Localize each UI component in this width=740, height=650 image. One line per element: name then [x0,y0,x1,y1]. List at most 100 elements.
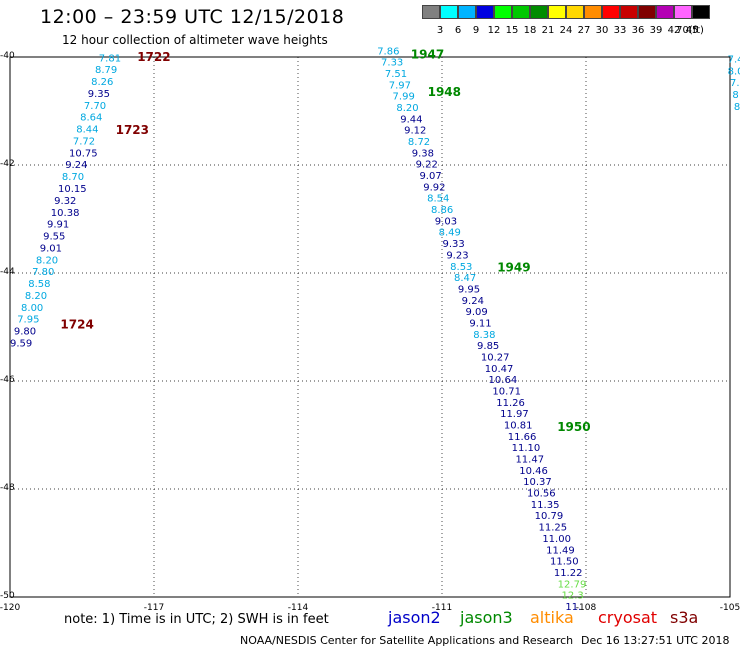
wave-height-value: 11.10 [512,443,541,454]
wave-height-value: 9.85 [477,341,499,352]
legend-label: 3 [436,25,444,36]
wave-height-value: 11.26 [496,398,525,409]
wave-height-value: 7.81 [99,53,121,64]
legend-label: 45 [685,25,699,36]
wave-height-value: 9.55 [43,232,65,243]
wave-height-value: 7.72 [73,136,95,147]
legend-label: 33 [613,25,627,36]
generated-timestamp: Dec 16 13:27:51 UTC 2018 [581,634,730,647]
legend-swatch [656,5,674,19]
longitude-tick-label: -117 [143,603,165,613]
legend-label: 24 [559,25,573,36]
pass-time-label: 1949 [497,261,530,275]
wave-height-value: 8.54 [427,194,449,205]
latitude-tick-label: -46 [0,375,15,385]
wave-height-value: 8.20 [396,103,418,114]
wave-height-value: 7.70 [84,101,106,112]
wave-height-value: 8.20 [36,255,58,266]
legend-swatch [512,5,530,19]
longitude-tick-label: -108 [575,603,597,613]
wave-height-value: 8.79 [95,65,117,76]
satellite-label-altika: altika [530,608,574,627]
legend-swatch [692,5,710,19]
wave-height-value: 8.38 [473,330,495,341]
latitude-tick-label: -48 [0,483,15,493]
satellite-label-cryosat: cryosat [598,608,658,627]
wave-height-value: 7. [730,78,740,89]
wave-height-value: 9.80 [14,327,36,338]
wave-height-value: 10.71 [492,387,521,398]
wave-height-value: 9.03 [435,216,457,227]
wave-height-value: 10.15 [58,184,87,195]
legend-swatch [440,5,458,19]
pass-time-label: 1950 [557,420,590,434]
wave-height-value: 7.86 [377,46,399,57]
legend-label: 30 [595,25,609,36]
legend-swatch [548,5,566,19]
wave-height-value: 7.51 [385,69,407,80]
legend-swatch [638,5,656,19]
latitude-tick-label: -50 [0,591,15,601]
wave-height-value: 10.75 [69,148,98,159]
wave-height-legend: 3 6 9 12 15 18 21 24 27 30 33 36 39 42 45 70(ft) [422,5,740,39]
legend-swatch [422,5,440,19]
legend-swatch [476,5,494,19]
wave-height-value: 9.35 [88,89,110,100]
wave-height-value: 9.09 [466,307,488,318]
wave-height-value: 9.32 [54,196,76,207]
wave-height-value: 9.22 [416,160,438,171]
legend-swatch [530,5,548,19]
wave-height-value: 9.23 [446,250,468,261]
legend-swatch [458,5,476,19]
pass-time-label: 1723 [116,123,149,137]
wave-height-value: 9.07 [419,171,441,182]
wave-height-value: 9.38 [412,148,434,159]
wave-height-value: 8.53 [450,262,472,273]
longitude-tick-label: -114 [287,603,309,613]
legend-swatch [602,5,620,19]
legend-swatch [494,5,512,19]
wave-height-value: 10.79 [535,511,564,522]
wave-height-value: 10.27 [481,352,510,363]
wave-height-value: 8.26 [91,77,113,88]
wave-height-value: 7.80 [32,267,54,278]
wave-height-value: 9.12 [404,126,426,137]
legend-swatch [620,5,638,19]
credit-text: NOAA/NESDIS Center for Satellite Applica… [240,634,574,647]
pass-time-label: 1948 [428,85,461,99]
longitude-tick-label: -105 [719,603,740,613]
wave-height-value: 8.72 [408,137,430,148]
wave-height-value: 7.4 [728,54,740,65]
wave-height-value: 7.95 [17,315,39,326]
wave-height-value: 8 [734,102,740,113]
legend-label: 9 [472,25,480,36]
wave-height-value: 10.81 [504,421,533,432]
footnote: note: 1) Time is in UTC; 2) SWH is in fe… [64,612,329,627]
wave-height-value: 8.00 [21,303,43,314]
wave-height-value: 11. [565,602,581,613]
wave-height-value: 8.58 [28,279,50,290]
wave-height-value: 11.00 [542,534,571,545]
legend-swatch [674,5,692,19]
wave-height-value: 9.91 [47,220,69,231]
wave-height-value: 8.49 [439,228,461,239]
pass-time-label: 1724 [60,317,93,331]
wave-height-value: 11.50 [550,557,579,568]
legend-label: 42 [667,25,681,36]
wave-height-value: 9.44 [400,114,422,125]
wave-height-value: 10.47 [485,364,514,375]
wave-height-value: 10.64 [489,375,518,386]
longitude-tick-label: -120 [0,603,21,613]
wave-height-value: 11.35 [531,500,560,511]
latitude-tick-label: -44 [0,267,15,277]
wave-height-value: 10.46 [519,466,548,477]
wave-height-value: 11.22 [554,568,583,579]
page-subtitle: 12 hour collection of altimeter wave hei… [62,33,328,47]
wave-height-value: 9.59 [10,338,32,349]
wave-height-value: 10.37 [523,477,552,488]
wave-height-value: 11.66 [508,432,537,443]
wave-height-value: 8.86 [431,205,453,216]
wave-height-value: 11.49 [546,545,575,556]
legend-label: 39 [649,25,663,36]
